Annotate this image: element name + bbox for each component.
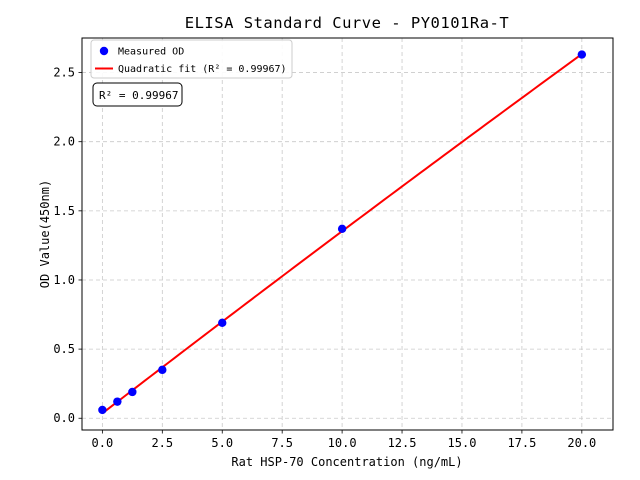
r-squared-annotation-text: R² = 0.99967 [99, 89, 178, 102]
x-axis-label: Rat HSP-70 Concentration (ng/mL) [231, 455, 462, 469]
y-tick-label: 0.0 [53, 411, 75, 425]
data-point [113, 397, 122, 406]
y-tick-label: 1.5 [53, 204, 75, 218]
data-point [337, 224, 347, 234]
x-tick-label: 2.5 [151, 436, 173, 450]
grid-layer [82, 38, 613, 430]
data-point [158, 365, 167, 375]
data-point [577, 50, 587, 59]
y-tick-label: 2.5 [53, 66, 75, 80]
plot-border [81, 37, 614, 431]
axis-layer: 0.0 2.5 5.0 7.5 10.0 12.5 15.0 17.5 20.0 0.0 0.5 1.… [53, 66, 596, 450]
data-point [98, 405, 107, 415]
y-tick-label: 0.5 [53, 342, 75, 356]
x-tick-label: 15.0 [448, 436, 477, 450]
r-squared-annotation: R² = 0.99967 [92, 82, 183, 107]
legend-box [90, 39, 293, 79]
legend: Measured OD Quadratic fit (R² = 0.99967) [90, 39, 293, 79]
legend-measured-od-label: Measured OD [118, 47, 184, 58]
x-tick-label: 12.5 [388, 436, 417, 450]
x-tick-label: 10.0 [328, 436, 357, 450]
x-tick-label: 20.0 [567, 436, 596, 450]
y-tick-label: 1.0 [53, 273, 75, 287]
data-point [128, 387, 137, 397]
x-tick-label: 17.5 [507, 436, 536, 450]
x-tick-label: 0.0 [92, 436, 114, 450]
chart-title: ELISA Standard Curve - PY0101Ra-T [185, 14, 509, 32]
series-layer [98, 50, 587, 415]
legend-quadratic-fit-label: Quadratic fit (R² = 0.99967) [118, 64, 287, 75]
x-tick-label: 5.0 [211, 436, 233, 450]
legend-scatter-marker-icon [99, 46, 109, 56]
y-axis-label: OD Value(450nm) [38, 180, 52, 288]
x-tick-label: 7.5 [271, 436, 293, 450]
data-point [218, 318, 227, 328]
y-tick-label: 2.0 [53, 135, 75, 149]
r-squared-annotation-box [92, 82, 183, 107]
